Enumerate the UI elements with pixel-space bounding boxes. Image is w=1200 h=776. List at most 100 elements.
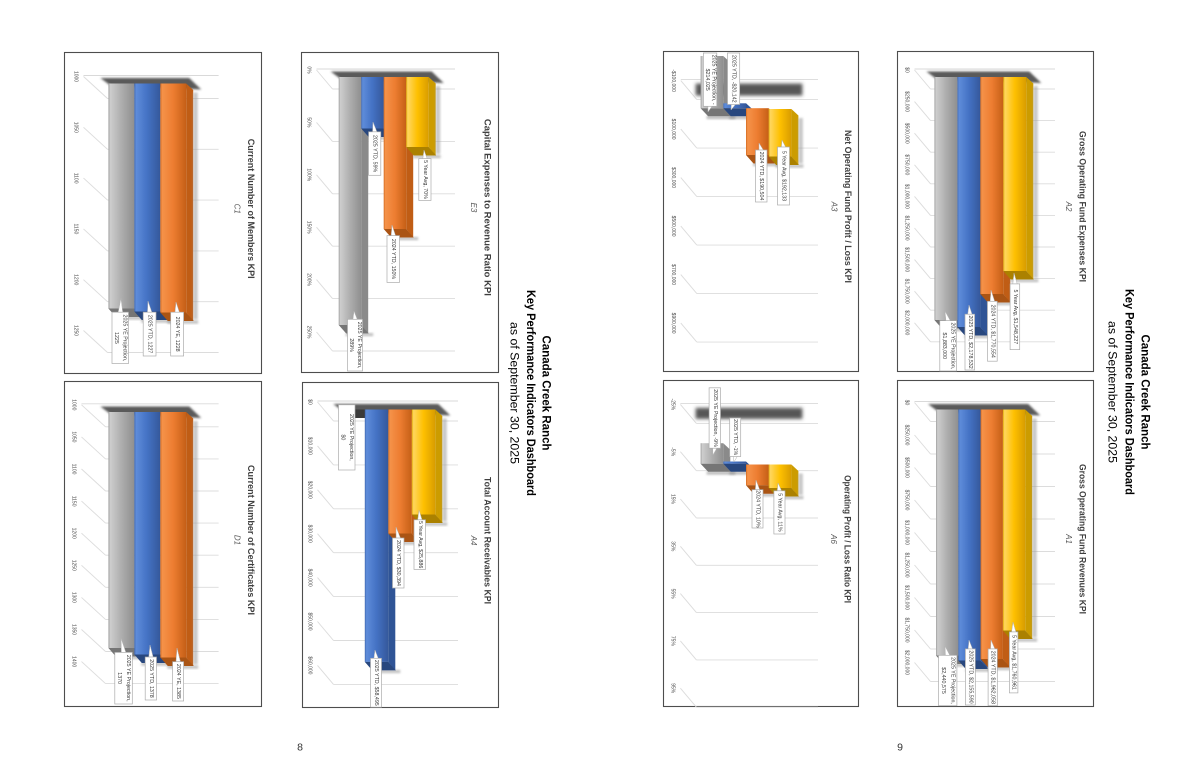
svg-text:Net Operating Fund Profit / Lo: Net Operating Fund Profit / Loss KPI — [842, 130, 853, 283]
svg-text:Canada Creek Ranch: Canada Creek Ranch — [540, 336, 554, 451]
svg-text:2025 YTD, -$20,142: 2025 YTD, -$20,142 — [731, 55, 737, 103]
svg-text:$300,000: $300,000 — [670, 167, 676, 188]
svg-text:2025 YTD, 59%: 2025 YTD, 59% — [372, 135, 378, 173]
svg-text:1400: 1400 — [71, 656, 77, 667]
svg-text:$1,250,000: $1,250,000 — [904, 552, 910, 577]
svg-text:2024 YTD, $190,504: 2024 YTD, $190,504 — [758, 152, 764, 201]
svg-text:$0: $0 — [904, 67, 910, 73]
svg-text:$2,440,575: $2,440,575 — [940, 667, 946, 694]
svg-text:Current Number of Members KPI: Current Number of Members KPI — [245, 139, 256, 279]
svg-text:$0: $0 — [340, 434, 346, 440]
svg-text:A2: A2 — [1064, 201, 1073, 212]
svg-text:2025 YE Projection,: 2025 YE Projection, — [348, 414, 354, 461]
svg-text:A3: A3 — [829, 201, 838, 212]
svg-text:200%: 200% — [306, 273, 312, 286]
svg-text:$1,000,000: $1,000,000 — [904, 184, 910, 209]
svg-text:2025 YTD, -1%: 2025 YTD, -1% — [732, 419, 738, 455]
svg-text:2024 YTD, $1,770,554: 2024 YTD, $1,770,554 — [989, 305, 995, 358]
svg-text:1300: 1300 — [71, 592, 77, 603]
svg-text:2024 YTD, 10%: 2024 YTD, 10% — [755, 490, 761, 528]
svg-text:$500,000: $500,000 — [904, 457, 910, 478]
svg-text:250%: 250% — [306, 326, 312, 339]
svg-text:1225: 1225 — [113, 332, 119, 344]
svg-text:1150: 1150 — [71, 496, 77, 507]
svg-text:$214,025: $214,025 — [704, 69, 710, 91]
svg-text:1250: 1250 — [73, 325, 79, 336]
svg-text:1200: 1200 — [73, 274, 79, 285]
svg-text:15%: 15% — [669, 494, 675, 505]
svg-text:2025 YTD, 1378: 2025 YTD, 1378 — [148, 659, 154, 698]
svg-text:-25%: -25% — [669, 399, 675, 411]
svg-text:$1,883,000: $1,883,000 — [941, 333, 947, 360]
svg-text:1250: 1250 — [71, 560, 77, 571]
svg-text:2025 YE Projection, -9%: 2025 YE Projection, -9% — [712, 389, 718, 447]
svg-text:$0: $0 — [307, 399, 313, 405]
svg-text:$700,000: $700,000 — [670, 264, 676, 285]
svg-text:$900,000: $900,000 — [670, 313, 676, 334]
svg-text:5 Year Avg, $1,548,227: 5 Year Avg, $1,548,227 — [1012, 289, 1018, 344]
svg-text:-$100,000: -$100,000 — [670, 69, 676, 92]
svg-text:0%: 0% — [306, 66, 312, 74]
svg-text:5 Year Avg, 70%: 5 Year Avg, 70% — [422, 160, 428, 199]
svg-text:$250,000: $250,000 — [904, 425, 910, 446]
svg-text:C1: C1 — [233, 204, 242, 214]
svg-text:2024 YTD, $30,394: 2024 YTD, $30,394 — [395, 540, 401, 586]
svg-text:5 Year Avg, $1,760,961: 5 Year Avg, $1,760,961 — [1011, 635, 1017, 690]
svg-text:75%: 75% — [669, 636, 675, 647]
svg-text:1100: 1100 — [73, 173, 79, 184]
svg-text:D1: D1 — [233, 535, 242, 545]
svg-text:$1,750,000: $1,750,000 — [904, 617, 910, 642]
svg-text:Current Number of Certificates: Current Number of Certificates KPI — [245, 465, 256, 615]
svg-text:$750,000: $750,000 — [904, 154, 910, 175]
svg-text:100%: 100% — [306, 168, 312, 181]
svg-text:1050: 1050 — [71, 431, 77, 442]
svg-text:2025 YE Projection,: 2025 YE Projection, — [121, 315, 127, 362]
svg-text:$1,000,000: $1,000,000 — [904, 520, 910, 545]
svg-text:$1,500,000: $1,500,000 — [904, 247, 910, 272]
svg-text:Key Performance Indicators Das: Key Performance Indicators Dashboard — [1123, 289, 1137, 495]
svg-text:1370: 1370 — [116, 672, 122, 684]
svg-text:A1: A1 — [1064, 533, 1073, 544]
svg-text:2025 YE Projection,: 2025 YE Projection, — [356, 322, 362, 369]
svg-text:$2,000,000: $2,000,000 — [904, 310, 910, 335]
svg-text:$40,000: $40,000 — [307, 569, 313, 587]
svg-text:2025 YE Projection,: 2025 YE Projection, — [949, 657, 955, 704]
svg-text:Operating Profit / Loss Ratio: Operating Profit / Loss Ratio KPI — [841, 475, 852, 603]
svg-text:8: 8 — [297, 742, 303, 754]
svg-text:Gross Operating Fund Expenses: Gross Operating Fund Expenses KPI — [1077, 131, 1088, 282]
svg-text:A6: A6 — [829, 533, 838, 544]
svg-text:2025 YTD, $2,155,590: 2025 YTD, $2,155,590 — [967, 650, 973, 703]
svg-text:2025 YE Projection,: 2025 YE Projection, — [949, 322, 955, 369]
svg-text:1350: 1350 — [71, 624, 77, 635]
svg-text:1050: 1050 — [73, 122, 79, 133]
svg-text:Canada Creek Ranch: Canada Creek Ranch — [1139, 335, 1153, 450]
svg-text:2024 YE, 1228: 2024 YE, 1228 — [174, 317, 180, 352]
svg-text:2025 YE Projection, -: 2025 YE Projection, - — [710, 55, 716, 105]
svg-text:35%: 35% — [669, 541, 675, 552]
svg-text:$30,000: $30,000 — [307, 525, 313, 543]
svg-text:1150: 1150 — [73, 224, 79, 235]
svg-text:1100: 1100 — [71, 464, 77, 475]
svg-text:$250,000: $250,000 — [904, 91, 910, 112]
svg-text:$50,000: $50,000 — [307, 612, 313, 630]
svg-text:95%: 95% — [669, 683, 675, 694]
svg-text:150%: 150% — [306, 221, 312, 234]
svg-text:2025 YTD, $2,178,532: 2025 YTD, $2,178,532 — [967, 315, 973, 368]
svg-text:50%: 50% — [306, 117, 312, 128]
svg-text:$20,000: $20,000 — [307, 481, 313, 499]
svg-text:1000: 1000 — [73, 71, 79, 82]
svg-text:2024 YE, 1385: 2024 YE, 1385 — [175, 664, 181, 699]
svg-text:5 Year Avg, 11%: 5 Year Avg, 11% — [777, 493, 783, 532]
svg-text:$1,500,000: $1,500,000 — [904, 585, 910, 610]
svg-text:$100,000: $100,000 — [670, 119, 676, 140]
svg-text:5 Year Avg, $25,886: 5 Year Avg, $25,886 — [417, 521, 423, 568]
svg-text:$500,000: $500,000 — [670, 216, 676, 237]
svg-text:55%: 55% — [669, 589, 675, 600]
svg-text:1200: 1200 — [71, 528, 77, 539]
svg-text:2024 YTD, $1,962,058: 2024 YTD, $1,962,058 — [990, 651, 996, 704]
svg-text:2025 YTD, $58,495: 2025 YTD, $58,495 — [373, 660, 379, 706]
svg-text:$10,000: $10,000 — [307, 437, 313, 455]
svg-text:A4: A4 — [469, 535, 478, 546]
svg-text:$500,000: $500,000 — [904, 123, 910, 144]
svg-text:$60,000: $60,000 — [307, 656, 313, 674]
